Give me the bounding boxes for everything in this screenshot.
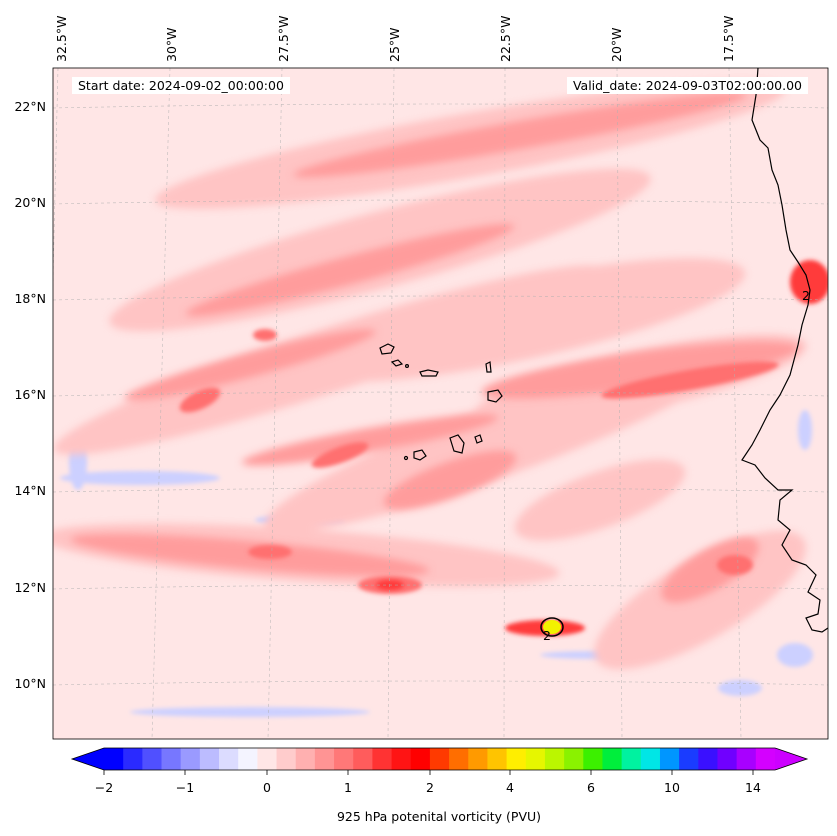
africa-coastline — [741, 68, 828, 633]
lat-label: 12°N — [14, 580, 46, 595]
colorbar-segment — [506, 748, 527, 770]
colorbar-segment — [410, 748, 431, 770]
lon-label: 17.5°W — [721, 16, 736, 62]
colorbar-segment — [755, 748, 776, 770]
colorbar-segment — [698, 748, 718, 770]
colorbar-tick-label: 0 — [263, 780, 271, 795]
colorbar-segment — [219, 748, 239, 770]
lon-label: 20°W — [609, 27, 624, 62]
colorbar-segment — [353, 748, 373, 770]
lat-label: 14°N — [14, 483, 46, 498]
colorbar-tick-label: 1 — [344, 780, 352, 795]
colorbar-segment — [199, 748, 220, 770]
colorbar-segment — [104, 748, 124, 770]
colorbar-extend-min — [72, 748, 104, 770]
colorbar-segment — [468, 748, 488, 770]
start-date-annotation: Start date: 2024-09-02_00:00:00 — [72, 77, 290, 94]
contour-label-africa: 2 — [802, 288, 810, 303]
pv-band-mid — [70, 92, 799, 603]
colorbar-tick-label: 2 — [426, 780, 434, 795]
yellow-pv-core — [543, 620, 561, 634]
colorbar-segment — [314, 748, 335, 770]
colorbar-segment — [123, 748, 143, 770]
colorbar-segment — [276, 748, 297, 770]
colorbar-tick-label: 14 — [745, 780, 761, 795]
colorbar-segment — [717, 748, 738, 770]
longitude-labels: 32.5°W 30°W 27.5°W 25°W 22.5°W 20°W 17.5… — [54, 16, 736, 62]
colorbar-segment — [679, 748, 699, 770]
colorbar-ticks: −2 −1 0 1 2 4 6 10 14 — [95, 770, 761, 795]
lat-label: 20°N — [14, 195, 46, 210]
colorbar-segment — [525, 748, 546, 770]
colorbar-segment — [295, 748, 316, 770]
valid-date-annotation: Valid_date: 2024-09-03T02:00:00.00 — [566, 77, 808, 94]
latitude-labels: 22°N 20°N 18°N 16°N 14°N 12°N 10°N — [14, 99, 46, 691]
colorbar-segment — [391, 748, 412, 770]
colorbar-segment — [257, 748, 278, 770]
pv-contour-2 — [540, 617, 564, 637]
colorbar-segment — [544, 748, 565, 770]
colorbar-segment — [602, 748, 623, 770]
colorbar-segment — [564, 748, 584, 770]
colorbar-segment — [180, 748, 201, 770]
colorbar-segment — [736, 748, 757, 770]
colorbar-tick-label: −2 — [95, 780, 113, 795]
colorbar-segment — [583, 748, 603, 770]
lon-label: 25°W — [387, 27, 402, 62]
colorbar-segment — [487, 748, 508, 770]
map-frame — [52, 67, 829, 740]
lon-label: 27.5°W — [276, 16, 291, 62]
lat-label: 10°N — [14, 676, 46, 691]
lon-label: 22.5°W — [498, 16, 513, 62]
colorbar-segment — [238, 748, 258, 770]
colorbar-segment — [449, 748, 469, 770]
colorbar-segment — [161, 748, 182, 770]
colorbar-segments — [104, 748, 776, 770]
lat-label: 22°N — [14, 99, 46, 114]
colorbar-segment — [334, 748, 354, 770]
lat-label: 18°N — [14, 291, 46, 306]
cape-verde-islands — [379, 343, 503, 461]
colorbar-segment — [621, 748, 642, 770]
lon-label: 30°W — [164, 27, 179, 62]
colorbar-tick-label: 6 — [587, 780, 595, 795]
graticule — [53, 68, 828, 739]
lon-label: 32.5°W — [54, 16, 69, 62]
colorbar: −2 −1 0 1 2 4 6 10 14 925 hPa potenital vorticit… — [70, 747, 809, 824]
colorbar-segment — [429, 748, 450, 770]
colorbar-segment — [640, 748, 661, 770]
colorbar-segment — [372, 748, 393, 770]
colorbar-segment — [142, 748, 163, 770]
colorbar-tick-label: 4 — [506, 780, 514, 795]
map-panel: 2 2 — [53, 68, 828, 739]
colorbar-tick-label: 10 — [664, 780, 680, 795]
lat-label: 16°N — [14, 387, 46, 402]
colorbar-tick-label: −1 — [176, 780, 194, 795]
colorbar-segment — [659, 748, 680, 770]
colorbar-extend-max — [775, 748, 807, 770]
colorbar-label: 925 hPa potenital vorticity (PVU) — [337, 809, 541, 824]
